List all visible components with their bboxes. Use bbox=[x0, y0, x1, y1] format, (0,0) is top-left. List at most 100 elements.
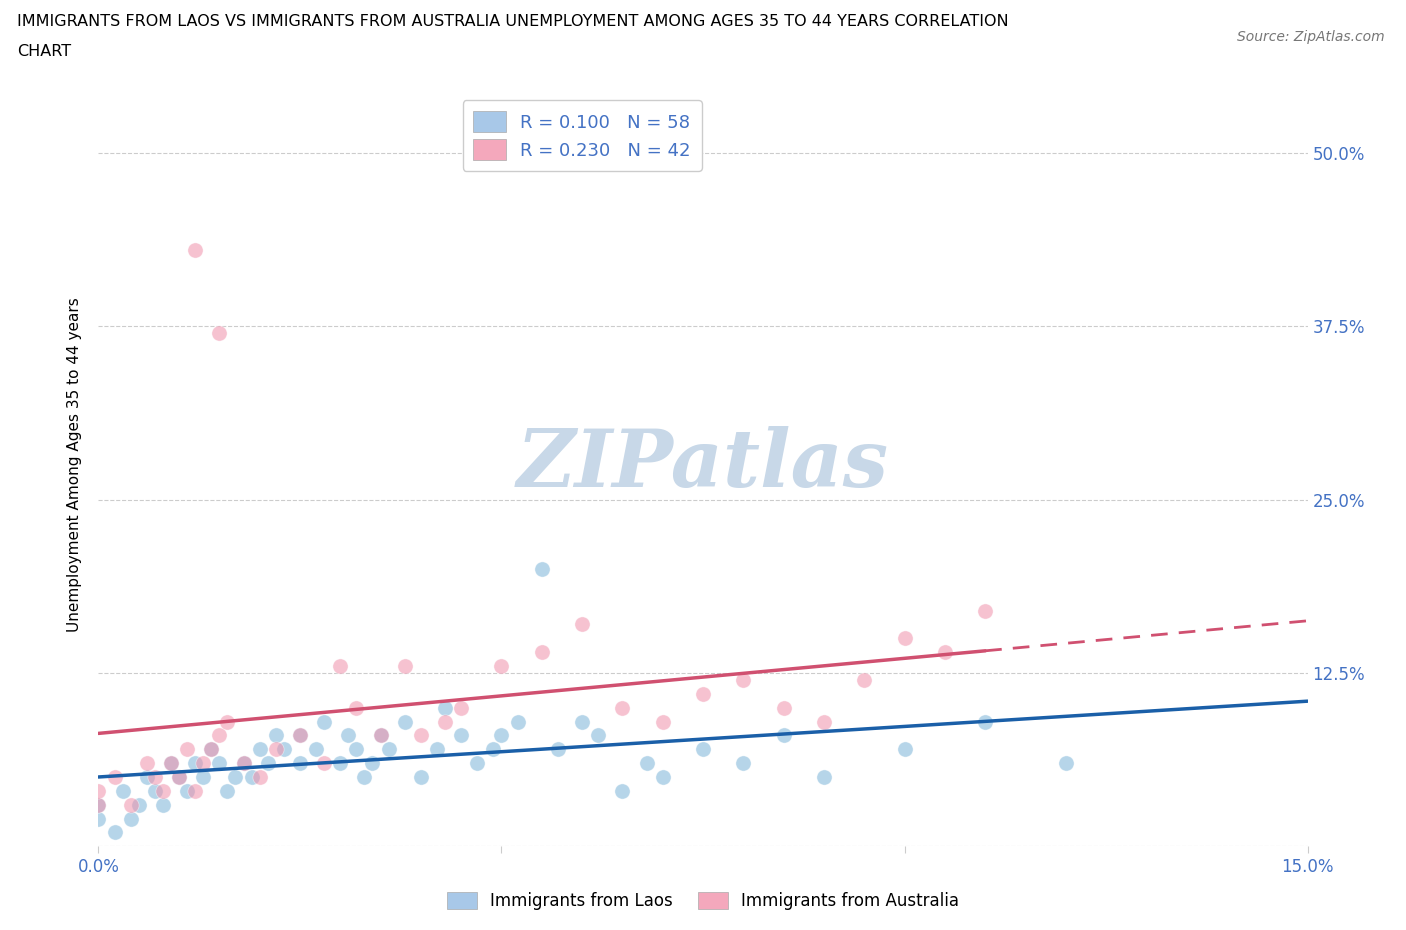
Point bbox=[893, 742, 915, 757]
Point bbox=[344, 700, 367, 715]
Point bbox=[273, 742, 295, 757]
Point bbox=[491, 728, 513, 743]
Point bbox=[176, 783, 198, 798]
Point bbox=[813, 714, 835, 729]
Point bbox=[772, 700, 794, 715]
Point bbox=[184, 756, 207, 771]
Point bbox=[103, 825, 125, 840]
Point bbox=[506, 714, 529, 729]
Point bbox=[152, 797, 174, 812]
Point bbox=[482, 742, 505, 757]
Y-axis label: Unemployment Among Ages 35 to 44 years: Unemployment Among Ages 35 to 44 years bbox=[67, 298, 83, 632]
Point bbox=[128, 797, 150, 812]
Point bbox=[1054, 756, 1077, 771]
Point bbox=[394, 714, 416, 729]
Point bbox=[370, 728, 392, 743]
Point bbox=[344, 742, 367, 757]
Point bbox=[434, 714, 457, 729]
Point bbox=[530, 562, 553, 577]
Point bbox=[87, 797, 110, 812]
Point bbox=[232, 756, 254, 771]
Point bbox=[288, 728, 311, 743]
Point bbox=[160, 756, 183, 771]
Point bbox=[934, 644, 956, 659]
Point bbox=[143, 783, 166, 798]
Point bbox=[450, 728, 472, 743]
Point bbox=[434, 700, 457, 715]
Point bbox=[571, 714, 593, 729]
Point bbox=[160, 756, 183, 771]
Point bbox=[256, 756, 278, 771]
Legend: R = 0.100   N = 58, R = 0.230   N = 42: R = 0.100 N = 58, R = 0.230 N = 42 bbox=[463, 100, 702, 171]
Text: IMMIGRANTS FROM LAOS VS IMMIGRANTS FROM AUSTRALIA UNEMPLOYMENT AMONG AGES 35 TO : IMMIGRANTS FROM LAOS VS IMMIGRANTS FROM … bbox=[17, 14, 1008, 29]
Point bbox=[337, 728, 360, 743]
Point bbox=[651, 714, 673, 729]
Point bbox=[329, 756, 352, 771]
Point bbox=[547, 742, 569, 757]
Point bbox=[208, 326, 231, 340]
Point bbox=[87, 811, 110, 826]
Point bbox=[853, 672, 876, 687]
Point bbox=[193, 756, 215, 771]
Point bbox=[370, 728, 392, 743]
Point bbox=[772, 728, 794, 743]
Point bbox=[264, 728, 287, 743]
Point bbox=[612, 700, 634, 715]
Point bbox=[974, 714, 997, 729]
Point bbox=[409, 769, 432, 784]
Point bbox=[692, 742, 714, 757]
Point bbox=[249, 742, 271, 757]
Point bbox=[232, 756, 254, 771]
Point bbox=[288, 756, 311, 771]
Point bbox=[120, 797, 142, 812]
Point bbox=[586, 728, 609, 743]
Point bbox=[893, 631, 915, 645]
Point bbox=[426, 742, 449, 757]
Point bbox=[305, 742, 328, 757]
Point bbox=[692, 686, 714, 701]
Point bbox=[217, 783, 239, 798]
Point bbox=[167, 769, 190, 784]
Point bbox=[208, 728, 231, 743]
Point bbox=[200, 742, 222, 757]
Point bbox=[264, 742, 287, 757]
Point bbox=[87, 797, 110, 812]
Point bbox=[733, 756, 755, 771]
Point bbox=[135, 756, 157, 771]
Point bbox=[224, 769, 246, 784]
Point bbox=[208, 756, 231, 771]
Point bbox=[152, 783, 174, 798]
Point bbox=[184, 783, 207, 798]
Point bbox=[87, 783, 110, 798]
Point bbox=[353, 769, 375, 784]
Point bbox=[143, 769, 166, 784]
Point bbox=[135, 769, 157, 784]
Point bbox=[733, 672, 755, 687]
Point bbox=[120, 811, 142, 826]
Point bbox=[571, 617, 593, 631]
Point bbox=[176, 742, 198, 757]
Point bbox=[361, 756, 384, 771]
Text: Source: ZipAtlas.com: Source: ZipAtlas.com bbox=[1237, 30, 1385, 44]
Point bbox=[651, 769, 673, 784]
Point bbox=[612, 783, 634, 798]
Point bbox=[530, 644, 553, 659]
Point bbox=[111, 783, 134, 798]
Point bbox=[409, 728, 432, 743]
Point bbox=[240, 769, 263, 784]
Point bbox=[491, 658, 513, 673]
Point bbox=[465, 756, 488, 771]
Point bbox=[377, 742, 399, 757]
Point bbox=[193, 769, 215, 784]
Point bbox=[288, 728, 311, 743]
Point bbox=[103, 769, 125, 784]
Point bbox=[394, 658, 416, 673]
Point bbox=[329, 658, 352, 673]
Point bbox=[636, 756, 658, 771]
Text: CHART: CHART bbox=[17, 44, 70, 59]
Point bbox=[813, 769, 835, 784]
Point bbox=[167, 769, 190, 784]
Point bbox=[974, 604, 997, 618]
Point bbox=[249, 769, 271, 784]
Point bbox=[314, 714, 336, 729]
